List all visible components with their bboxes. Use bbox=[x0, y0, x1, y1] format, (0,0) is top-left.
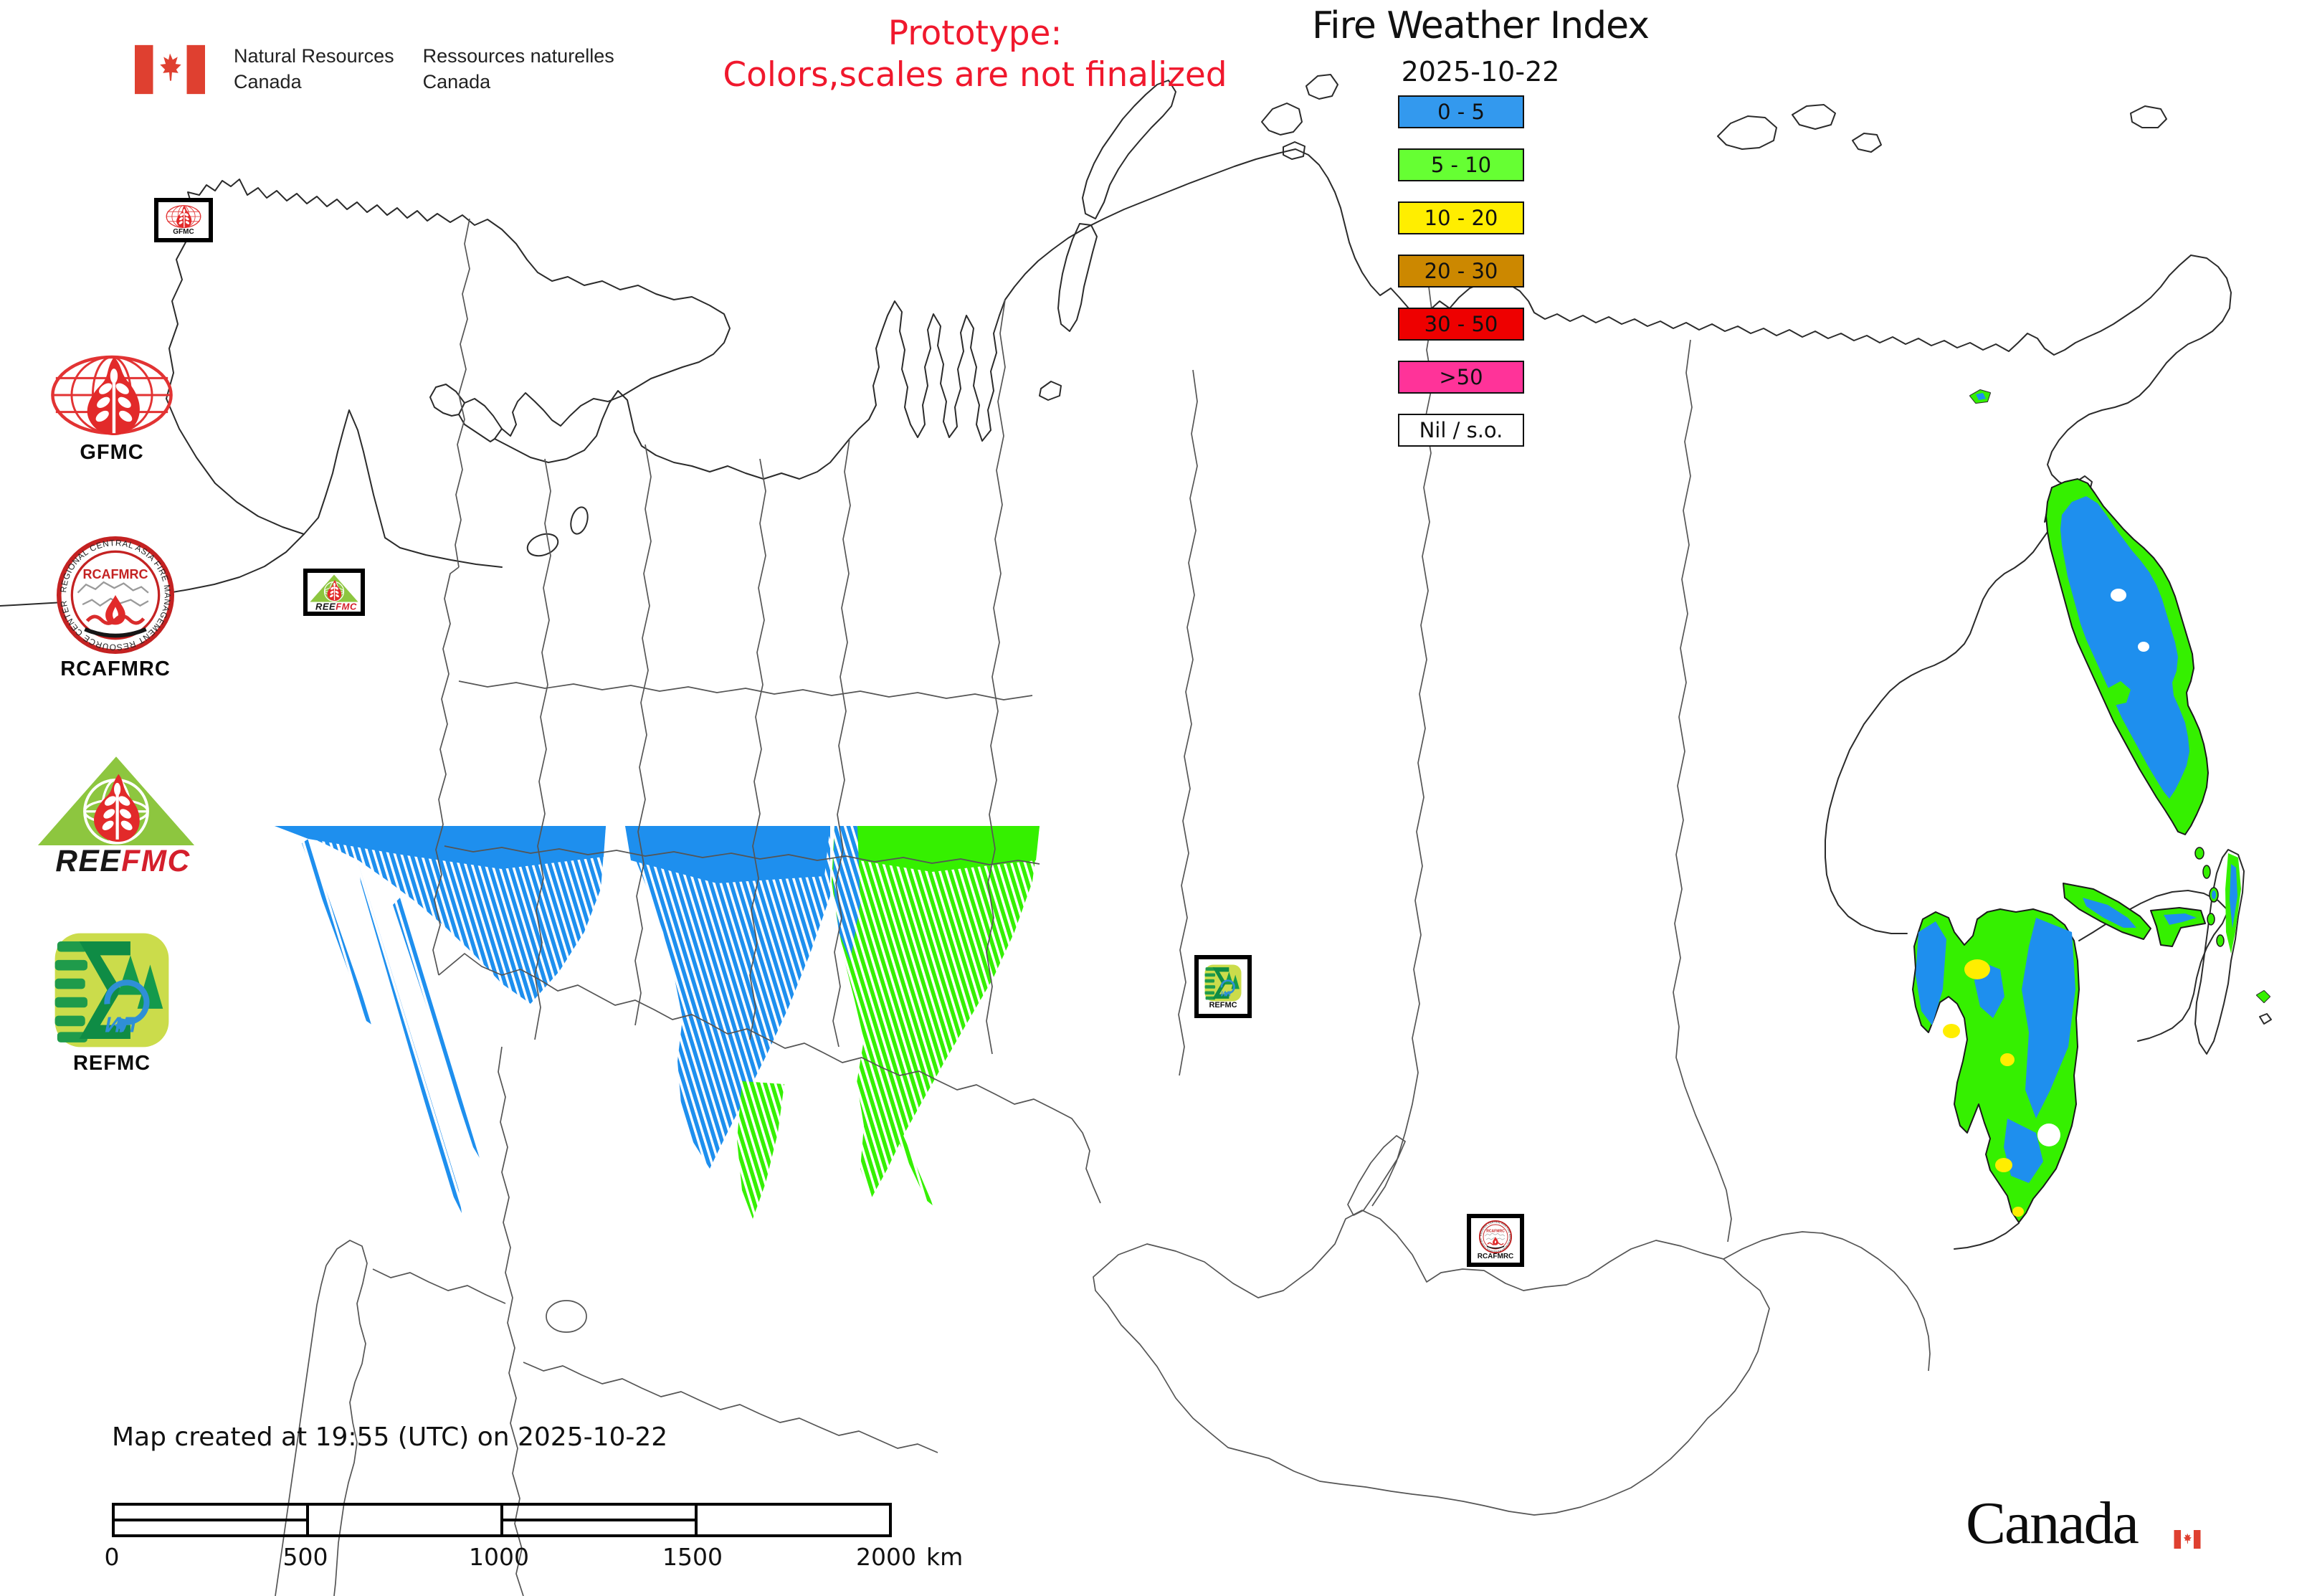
refmc-label: REFMC bbox=[72, 1052, 151, 1075]
rcafmrc-seal-icon bbox=[1479, 1220, 1512, 1253]
legend-item-20-30: 20 - 30 bbox=[1398, 255, 1524, 288]
gfmc-marker-label: GFMC bbox=[173, 228, 194, 236]
scale-segment bbox=[309, 1506, 503, 1534]
gfmc-map-marker: GFMC bbox=[154, 198, 213, 242]
gfmc-globe-flame-icon bbox=[42, 353, 182, 437]
scale-unit: km bbox=[926, 1543, 964, 1571]
map-created-text: Map created at 19:55 (UTC) on 2025-10-22 bbox=[112, 1422, 668, 1452]
rcafmrc-label: RCAFMRC bbox=[60, 657, 171, 680]
scale-tick-2000: 2000 bbox=[856, 1543, 916, 1571]
borders bbox=[275, 218, 1931, 1596]
rcafmrc-seal-icon bbox=[57, 536, 174, 654]
refmc-logo: REFMC bbox=[50, 932, 173, 1075]
reefmc-triangle-icon bbox=[34, 753, 198, 875]
canada-wordmark: Canada bbox=[1966, 1488, 2138, 1558]
canada-wordmark-text: Canada bbox=[1966, 1490, 2139, 1557]
legend-label: Nil / s.o. bbox=[1419, 418, 1503, 442]
refmc-map-marker: REFMC bbox=[1194, 955, 1252, 1018]
gfmc-label: GFMC bbox=[80, 441, 144, 464]
rcafmrc-marker-label: RCAFMRC bbox=[1477, 1253, 1514, 1260]
legend-item-gt50: >50 bbox=[1398, 361, 1524, 394]
gfmc-logo: GFMC bbox=[40, 353, 184, 465]
scale-segment bbox=[115, 1506, 309, 1534]
reefmc-triangle-icon bbox=[309, 574, 359, 611]
refmc-marker-label: REFMC bbox=[1209, 1000, 1237, 1010]
legend-item-0-5: 0 - 5 bbox=[1398, 95, 1524, 128]
scale-tick-0: 0 bbox=[104, 1543, 120, 1571]
legend-label: 30 - 50 bbox=[1424, 312, 1498, 336]
scale-segment bbox=[698, 1506, 889, 1534]
prototype-line1: Prototype: bbox=[888, 14, 1062, 53]
legend-label: 10 - 20 bbox=[1424, 206, 1498, 230]
nrcan-title-fr: Ressources naturelles Canada bbox=[422, 45, 614, 92]
page-title: Fire Weather Index bbox=[1312, 4, 1650, 47]
scale-segment bbox=[503, 1506, 698, 1534]
fwi-raster-west bbox=[275, 826, 1040, 1219]
fwi-raster-fareast bbox=[1912, 390, 2270, 1223]
scale-bar bbox=[112, 1503, 892, 1537]
rcafmrc-logo: RCAFMRC bbox=[29, 536, 202, 681]
scale-tick-1500: 1500 bbox=[662, 1543, 723, 1571]
wordmark-flag-icon bbox=[2171, 1494, 2204, 1564]
nrcan-title-en: Natural Resources Canada bbox=[234, 45, 394, 92]
gfmc-globe-flame-icon bbox=[163, 204, 204, 229]
legend-label: 5 - 10 bbox=[1430, 153, 1492, 177]
reefmc-logo bbox=[34, 753, 198, 878]
map-date: 2025-10-22 bbox=[1401, 56, 1560, 87]
legend-label: 20 - 30 bbox=[1424, 259, 1498, 283]
legend-item-10-20: 10 - 20 bbox=[1398, 201, 1524, 234]
reefmc-map-marker bbox=[303, 569, 365, 616]
scale-tick-1000: 1000 bbox=[469, 1543, 529, 1571]
legend-item-30-50: 30 - 50 bbox=[1398, 308, 1524, 341]
coastlines bbox=[0, 74, 2272, 1250]
nrcan-signature: Natural Resources Canada Ressources natu… bbox=[135, 43, 614, 96]
refmc-sigma-icon bbox=[1204, 964, 1242, 1002]
legend-item-nil: Nil / s.o. bbox=[1398, 414, 1524, 447]
scale-tick-500: 500 bbox=[282, 1543, 328, 1571]
rcafmrc-map-marker: RCAFMRC bbox=[1467, 1214, 1524, 1267]
prototype-line2: Colors,scales are not finalized bbox=[723, 55, 1227, 95]
prototype-notice: Prototype: Colors,scales are not finaliz… bbox=[670, 13, 1280, 96]
legend-label: 0 - 5 bbox=[1437, 100, 1485, 124]
legend-item-5-10: 5 - 10 bbox=[1398, 148, 1524, 181]
canada-flag-icon bbox=[135, 43, 205, 96]
refmc-sigma-icon bbox=[54, 932, 170, 1048]
legend-label: >50 bbox=[1439, 365, 1483, 389]
